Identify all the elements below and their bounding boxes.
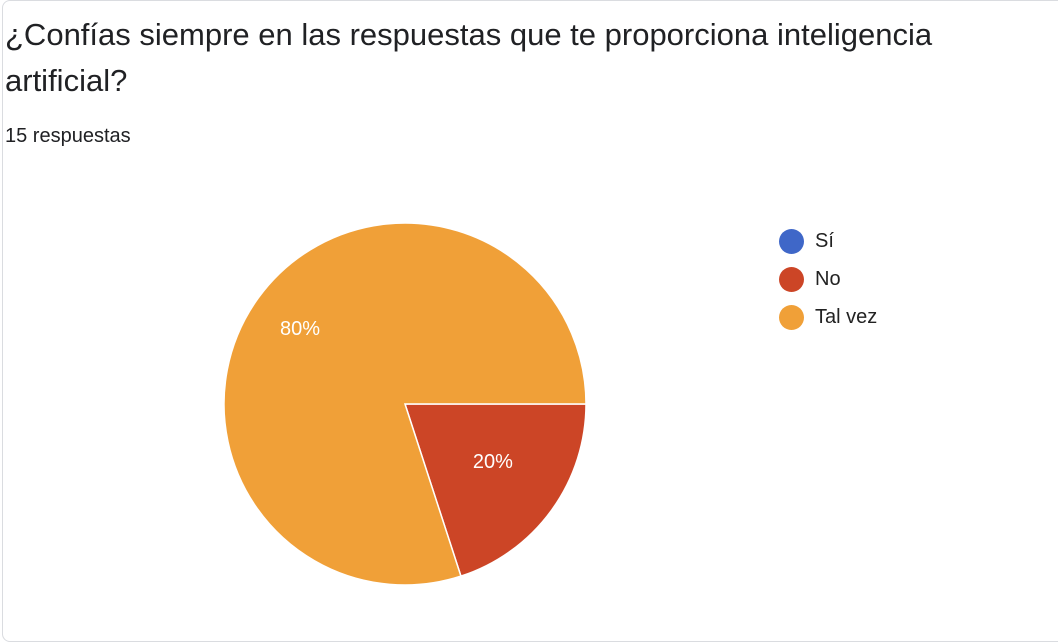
response-count: 15 respuestas [5, 125, 131, 147]
pie-slice-no[interactable] [403, 403, 587, 578]
legend-label: No [815, 267, 841, 290]
legend-label: Sí [815, 229, 834, 252]
legend-item[interactable]: No [779, 260, 877, 298]
data-label: 20% [473, 451, 513, 473]
legend: Sí No Tal vez [779, 222, 877, 336]
legend-item[interactable]: Tal vez [779, 298, 877, 336]
pie-slice-tal-vez[interactable] [223, 222, 587, 586]
legend-swatch-no [779, 266, 804, 292]
pie-chart: 20% 80% [223, 222, 587, 586]
legend-swatch-si [779, 228, 804, 254]
legend-swatch-tal-vez [779, 304, 804, 330]
data-label: 80% [280, 318, 320, 340]
legend-label: Tal vez [815, 305, 878, 328]
legend-item[interactable]: Sí [779, 222, 877, 260]
question-title: ¿Confías siempre en las respuestas que t… [5, 17, 933, 98]
